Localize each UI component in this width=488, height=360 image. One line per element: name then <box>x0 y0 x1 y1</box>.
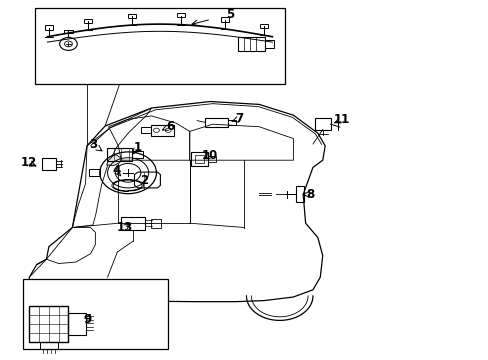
Text: 13: 13 <box>116 221 133 234</box>
Bar <box>89 169 100 176</box>
Bar <box>128 14 136 18</box>
Text: 2: 2 <box>140 174 148 186</box>
Text: 11: 11 <box>333 113 350 126</box>
Polygon shape <box>106 155 121 166</box>
Bar <box>45 25 53 30</box>
Bar <box>260 24 267 28</box>
Text: 7: 7 <box>235 112 243 125</box>
Bar <box>29 306 68 342</box>
Text: 4: 4 <box>112 165 120 177</box>
Bar <box>84 19 92 23</box>
Bar <box>35 8 284 84</box>
Bar <box>40 342 58 349</box>
Bar <box>227 120 235 125</box>
Bar <box>121 217 145 230</box>
Text: 5: 5 <box>225 8 233 21</box>
Bar <box>190 152 208 166</box>
Bar <box>23 279 167 349</box>
Bar <box>177 13 184 17</box>
Bar <box>41 158 56 170</box>
Bar <box>314 118 330 130</box>
Text: 12: 12 <box>20 156 37 169</box>
Bar <box>63 30 73 33</box>
Bar <box>208 156 215 162</box>
Bar <box>295 186 303 202</box>
Bar <box>150 125 174 136</box>
Text: 6: 6 <box>166 120 174 133</box>
Bar <box>132 151 142 158</box>
Bar <box>205 118 227 127</box>
Bar <box>68 313 85 335</box>
Text: 8: 8 <box>306 188 314 201</box>
Text: 3: 3 <box>89 138 97 151</box>
Bar <box>194 155 204 163</box>
Text: 1: 1 <box>134 141 142 154</box>
Bar <box>238 37 264 51</box>
Text: 9: 9 <box>83 313 91 326</box>
Bar <box>221 17 228 22</box>
Bar <box>150 219 161 228</box>
Bar <box>106 148 132 161</box>
Bar <box>141 127 150 133</box>
Text: 10: 10 <box>202 149 218 162</box>
Bar <box>264 40 273 48</box>
